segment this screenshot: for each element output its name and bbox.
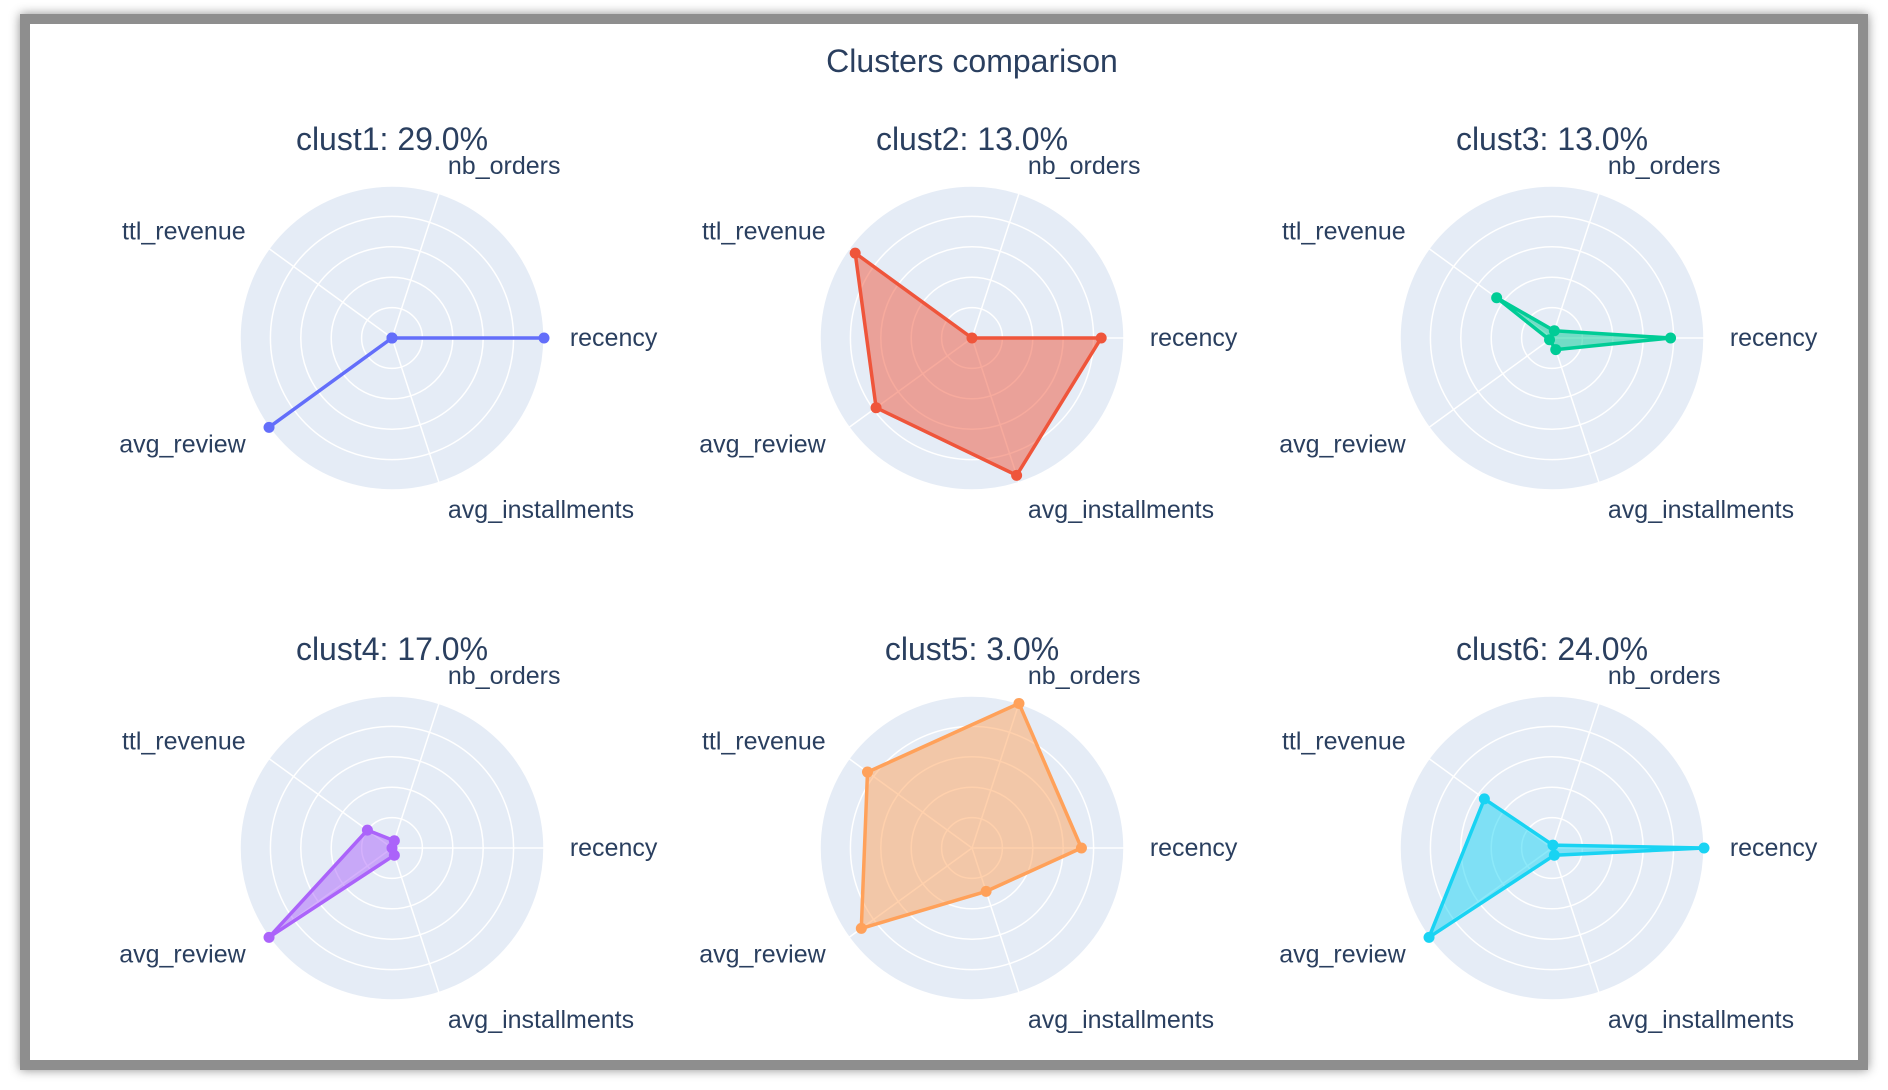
data-point-avg-review [1423,931,1435,943]
polar-spoke [1551,847,1600,993]
data-point-nb-orders [1547,839,1559,851]
axis-label-avg-review: avg_review [699,940,826,968]
axis-label-ttl-revenue: ttl_revenue [122,218,246,246]
axis-label-avg-review: avg_review [1279,940,1406,968]
polar-spoke [1551,703,1600,849]
axis-label-nb-orders: nb_orders [1608,662,1721,690]
radar-subplot-4: clust4: 17.0% recency nb_orders ttl_revenue… [119,631,658,1034]
axis-label-avg-installments: avg_installments [448,1006,634,1034]
radar-subplot-3: clust3: 13.0% recency nb_orders ttl_revenue… [1279,121,1818,524]
axis-label-ttl-revenue: ttl_revenue [1282,728,1406,756]
data-point-recency [538,332,550,344]
data-point-avg-installments [1550,344,1562,356]
axis-label-ttl-revenue: ttl_revenue [702,728,826,756]
axis-label-recency: recency [1150,834,1238,862]
data-point-recency [1075,842,1087,854]
data-point-nb-orders [1013,697,1025,709]
data-point-avg-review [263,421,275,433]
chart-title: Clusters comparison [826,43,1118,79]
series-area-clust6-24-0 [1427,797,1706,940]
axis-label-recency: recency [570,834,658,862]
radar-subplots: clust1: 29.0% recency nb_orders ttl_revenue… [119,121,1818,1034]
data-point-avg-review [855,922,867,934]
polar-spoke [268,248,393,339]
radar-subplot-6: clust6: 24.0% recency nb_orders ttl_revenue… [1279,631,1818,1034]
data-point-ttl-revenue [861,766,873,778]
data-point-nb-orders [388,835,400,847]
data-point-nb-orders [966,332,978,344]
series-area-clust2-13-0 [853,251,1103,478]
data-point-recency [1665,332,1677,344]
radar-subplot-5: clust5: 3.0% recency nb_orders ttl_revenuea… [699,631,1238,1034]
data-point-ttl-revenue [849,247,861,259]
series-area-clust5-3-0 [859,701,1084,931]
data-point-avg-installments [1011,469,1023,481]
data-point-nb-orders [1548,325,1560,337]
axis-label-nb-orders: nb_orders [1028,662,1141,690]
axis-label-avg-review: avg_review [1279,430,1406,458]
data-point-recency [1095,332,1107,344]
axis-label-nb-orders: nb_orders [448,152,561,180]
axis-label-nb-orders: nb_orders [1028,152,1141,180]
axis-label-avg-review: avg_review [119,430,246,458]
axis-label-avg-installments: avg_installments [1608,1006,1794,1034]
axis-label-ttl-revenue: ttl_revenue [702,218,826,246]
axis-label-recency: recency [1730,834,1818,862]
data-point-avg-installments [386,332,398,344]
axis-label-nb-orders: nb_orders [1608,152,1721,180]
data-point-avg-review [870,402,882,414]
data-point-ttl-revenue [361,824,373,836]
polar-spoke [1551,193,1600,339]
subplot-title: clust5: 3.0% [885,631,1059,667]
data-point-avg-installments [980,885,992,897]
polar-spoke [391,337,440,483]
radar-subplot-1: clust1: 29.0% recency nb_orders ttl_revenue… [119,121,658,524]
data-point-avg-review [263,931,275,943]
data-point-avg-installments [1548,849,1560,861]
polar-spoke [971,193,1020,339]
axis-label-avg-installments: avg_installments [1608,496,1794,524]
series-area-clust3-13-0 [1494,296,1673,352]
subplot-title: clust6: 24.0% [1456,631,1648,667]
data-point-recency [1698,842,1710,854]
polar-spoke [391,193,440,339]
axis-label-avg-installments: avg_installments [1028,1006,1214,1034]
data-point-ttl-revenue [1478,793,1490,805]
data-point-avg-installments [388,849,400,861]
axis-label-avg-review: avg_review [119,940,246,968]
radar-subplot-2: clust2: 13.0% recency nb_orders ttl_revenue… [699,121,1238,524]
axis-label-avg-installments: avg_installments [1028,496,1214,524]
subplot-title: clust2: 13.0% [876,121,1068,157]
polar-spoke [391,703,440,849]
axis-label-recency: recency [1730,324,1818,352]
axis-label-nb-orders: nb_orders [448,662,561,690]
data-point-ttl-revenue [1491,292,1503,304]
axis-label-ttl-revenue: ttl_revenue [122,728,246,756]
axis-label-ttl-revenue: ttl_revenue [1282,218,1406,246]
axis-label-recency: recency [1150,324,1238,352]
subplot-title: clust3: 13.0% [1456,121,1648,157]
polar-spoke [1551,337,1600,483]
axis-label-recency: recency [570,324,658,352]
axis-label-avg-installments: avg_installments [448,496,634,524]
polar-spoke [391,847,440,993]
data-point-avg-review [1544,334,1556,346]
subplot-title: clust4: 17.0% [296,631,488,667]
polar-spoke [1428,337,1553,428]
subplot-title: clust1: 29.0% [296,121,488,157]
axis-label-avg-review: avg_review [699,430,826,458]
